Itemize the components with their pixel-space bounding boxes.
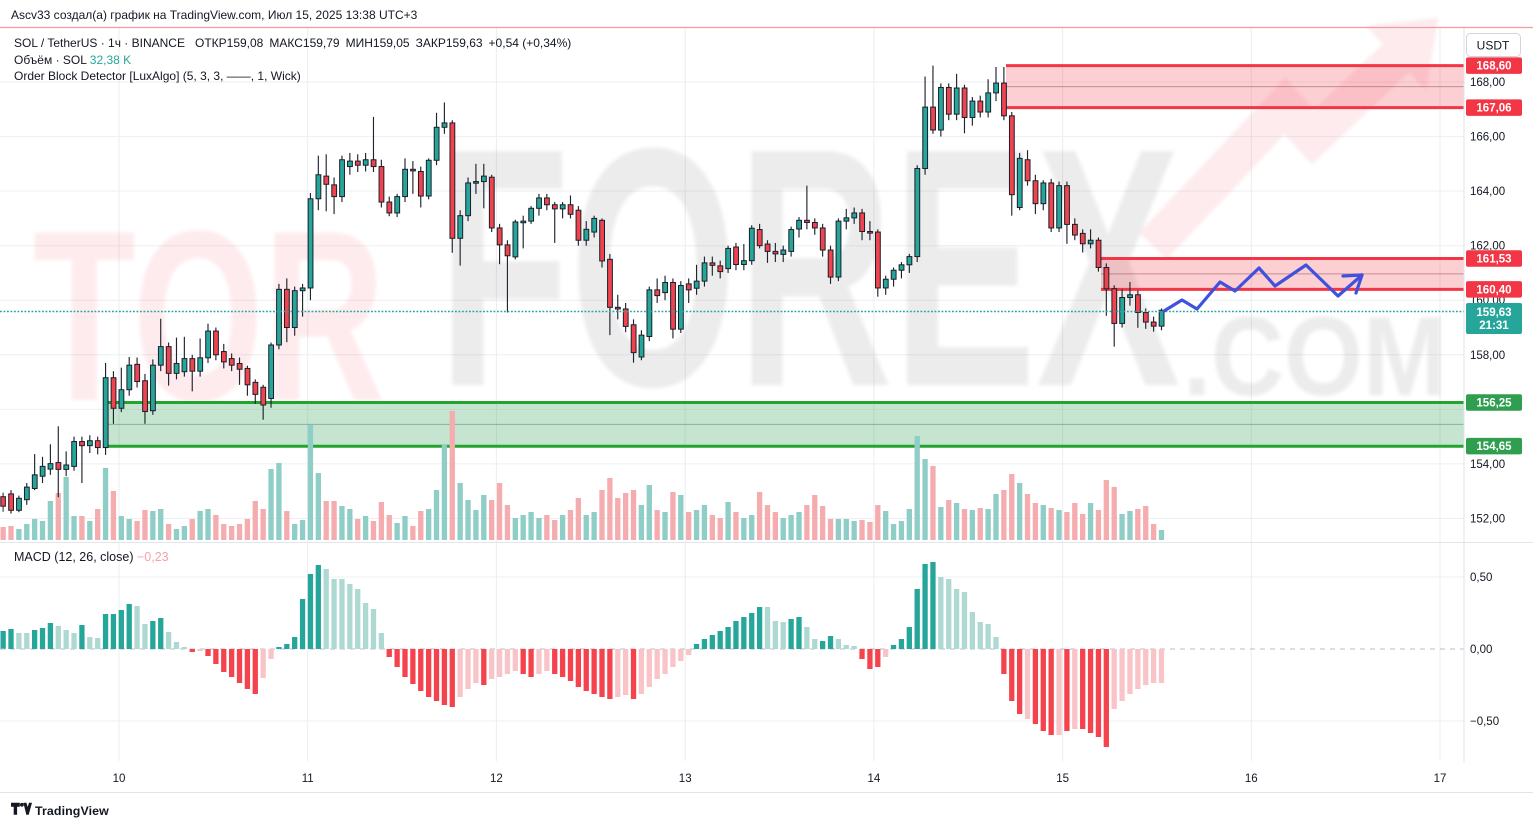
svg-text:.COM: .COM — [1183, 294, 1447, 419]
svg-text:TradingView: TradingView — [35, 804, 109, 818]
svg-text:166,00: 166,00 — [1470, 132, 1505, 144]
svg-text:168,00: 168,00 — [1470, 77, 1505, 89]
svg-text:Ascv33 создал(а) график на Tra: Ascv33 создал(а) график на TradingView.c… — [11, 8, 418, 22]
svg-text:Объём · SOL 32,38 K: Объём · SOL 32,38 K — [14, 53, 131, 67]
svg-text:17: 17 — [1434, 773, 1447, 785]
svg-text:12: 12 — [490, 773, 503, 785]
svg-text:156,25: 156,25 — [1476, 398, 1512, 410]
svg-text:USDT: USDT — [1477, 39, 1510, 53]
svg-text:FOREX: FOREX — [438, 78, 1181, 458]
svg-text:−0,50: −0,50 — [1470, 716, 1499, 728]
svg-text:162,00: 162,00 — [1470, 241, 1505, 253]
svg-text:154,00: 154,00 — [1470, 459, 1505, 471]
svg-text:21:31: 21:31 — [1479, 320, 1509, 332]
svg-text:15: 15 — [1056, 773, 1069, 785]
svg-text:168,60: 168,60 — [1476, 61, 1511, 73]
svg-text:160,40: 160,40 — [1476, 284, 1511, 296]
svg-text:11: 11 — [302, 773, 314, 785]
svg-text:152,00: 152,00 — [1470, 514, 1505, 526]
svg-text:158,00: 158,00 — [1470, 350, 1505, 362]
svg-text:14: 14 — [868, 773, 881, 785]
svg-text:159,63: 159,63 — [1476, 307, 1511, 319]
svg-text:16: 16 — [1245, 773, 1258, 785]
svg-text:MACD (12, 26, close) −0,23: MACD (12, 26, close) −0,23 — [14, 550, 169, 564]
svg-text:164,00: 164,00 — [1470, 186, 1505, 198]
svg-text:167,06: 167,06 — [1476, 103, 1511, 115]
svg-text:13: 13 — [679, 773, 692, 785]
svg-text:154,65: 154,65 — [1476, 441, 1512, 453]
svg-text:TOR: TOR — [33, 181, 385, 452]
svg-text:161,53: 161,53 — [1476, 254, 1511, 266]
svg-text:Order Block Detector [LuxAlgo]: Order Block Detector [LuxAlgo] (5, 3, 3,… — [14, 69, 301, 83]
svg-text:0,50: 0,50 — [1470, 572, 1492, 584]
svg-text:0,00: 0,00 — [1470, 644, 1492, 656]
svg-text:10: 10 — [113, 773, 126, 785]
